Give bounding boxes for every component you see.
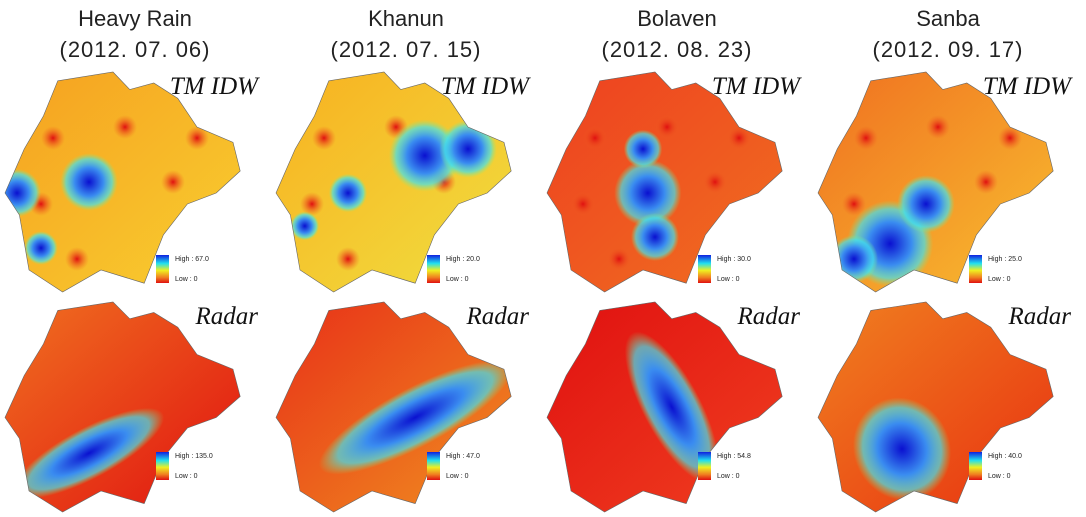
station — [727, 126, 751, 150]
legend-ramp — [698, 255, 711, 283]
legend-low: Low : 0 — [717, 276, 740, 283]
station — [336, 247, 360, 271]
cell — [624, 130, 662, 168]
station — [571, 192, 595, 216]
legend-high: High : 20.0 — [446, 256, 480, 263]
legend-low: Low : 0 — [988, 473, 1011, 480]
column-date: (2012. 08. 23) — [602, 37, 753, 62]
method-label: TM IDW — [712, 73, 802, 100]
legend-ramp — [969, 452, 982, 480]
column-title: Heavy Rain — [78, 6, 192, 31]
map — [818, 72, 1058, 292]
legend-low: Low : 0 — [988, 276, 1011, 283]
station — [65, 247, 89, 271]
column-date: (2012. 07. 15) — [331, 37, 482, 62]
station — [926, 115, 950, 139]
figure: Heavy Rain (2012. 07. 06) TM IDW High : 67.… — [0, 0, 1086, 517]
station — [974, 170, 998, 194]
map — [818, 302, 1058, 517]
station — [607, 247, 631, 271]
column-title: Sanba — [916, 6, 980, 31]
station — [312, 126, 336, 150]
method-label: TM IDW — [170, 73, 260, 100]
station — [703, 170, 727, 194]
legend-high: High : 25.0 — [988, 256, 1022, 263]
legend-ramp — [156, 255, 169, 283]
method-label: TM IDW — [983, 73, 1073, 100]
column-title: Khanun — [368, 6, 444, 31]
method-label: Radar — [1008, 303, 1072, 330]
legend-high: High : 54.8 — [717, 453, 751, 460]
column-date: (2012. 09. 17) — [873, 37, 1024, 62]
legend-high: High : 47.0 — [446, 453, 480, 460]
map — [276, 72, 516, 292]
legend-ramp — [156, 452, 169, 480]
legend-low: Low : 0 — [175, 276, 198, 283]
station — [854, 126, 878, 150]
method-label: TM IDW — [441, 73, 531, 100]
station — [655, 115, 679, 139]
map — [3, 302, 245, 515]
cell — [329, 174, 367, 212]
legend-ramp — [427, 452, 440, 480]
station — [161, 170, 185, 194]
cell — [631, 213, 679, 261]
legend-ramp — [427, 255, 440, 283]
legend-low: Low : 0 — [446, 276, 469, 283]
legend-low: Low : 0 — [175, 473, 198, 480]
column-title: Bolaven — [637, 6, 717, 31]
method-label: Radar — [466, 303, 530, 330]
legend-high: High : 30.0 — [717, 256, 751, 263]
cell — [60, 153, 118, 211]
map-fill — [276, 72, 516, 292]
legend-ramp — [969, 255, 982, 283]
method-label: Radar — [737, 303, 801, 330]
station — [185, 126, 209, 150]
station — [998, 126, 1022, 150]
map — [547, 72, 787, 292]
cell — [439, 120, 497, 178]
column-date: (2012. 07. 06) — [60, 37, 211, 62]
station — [583, 126, 607, 150]
legend-high: High : 135.0 — [175, 453, 213, 460]
legend-low: Low : 0 — [446, 473, 469, 480]
map — [276, 302, 524, 512]
legend-ramp — [698, 452, 711, 480]
map — [547, 302, 787, 512]
station — [41, 126, 65, 150]
cell — [290, 212, 319, 241]
cell — [897, 175, 955, 233]
legend-low: Low : 0 — [717, 473, 740, 480]
station — [113, 115, 137, 139]
method-label: Radar — [195, 303, 259, 330]
legend-high: High : 67.0 — [175, 256, 209, 263]
legend-high: High : 40.0 — [988, 453, 1022, 460]
cell — [24, 231, 58, 265]
